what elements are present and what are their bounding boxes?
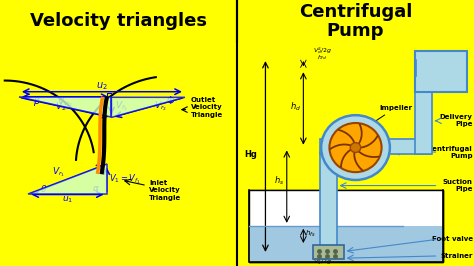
Text: $V_2$: $V_2$ [55, 101, 66, 113]
Text: $\alpha$: $\alpha$ [92, 184, 100, 193]
Text: Outlet
Velocity
Triangle: Outlet Velocity Triangle [191, 97, 223, 118]
Text: Foot valve: Foot valve [432, 236, 473, 242]
Text: $h_{fs}$: $h_{fs}$ [304, 229, 315, 239]
Circle shape [321, 115, 390, 180]
Text: $h_{fd}$: $h_{fd}$ [317, 53, 328, 62]
FancyBboxPatch shape [389, 139, 431, 154]
Text: $u_2$: $u_2$ [96, 80, 108, 92]
Text: $\beta$: $\beta$ [33, 94, 41, 108]
Text: Velocity triangles: Velocity triangles [30, 12, 207, 30]
Text: Delivery
Tank: Delivery Tank [424, 65, 457, 78]
Text: $u_1$: $u_1$ [62, 194, 73, 205]
Text: Suction
Pipe: Suction Pipe [443, 179, 473, 192]
FancyBboxPatch shape [249, 226, 443, 261]
Text: Hg: Hg [244, 149, 257, 159]
Polygon shape [111, 97, 185, 117]
FancyBboxPatch shape [415, 60, 416, 76]
Circle shape [329, 123, 382, 172]
Text: $h_s$: $h_s$ [274, 174, 284, 187]
FancyBboxPatch shape [249, 190, 443, 261]
Text: $V_{w_2}$: $V_{w_2}$ [57, 95, 73, 109]
Text: $V_{f_2}$: $V_{f_2}$ [115, 99, 128, 113]
Text: Centrifugal
Pump: Centrifugal Pump [428, 146, 473, 159]
Text: $\theta$: $\theta$ [40, 183, 47, 194]
FancyBboxPatch shape [249, 190, 443, 261]
Text: Inlet
Velocity
Triangle: Inlet Velocity Triangle [149, 180, 182, 201]
Text: $V_d^2/2g$: $V_d^2/2g$ [313, 45, 332, 56]
FancyBboxPatch shape [313, 245, 344, 259]
Text: $V_{r_2}$: $V_{r_2}$ [154, 99, 167, 113]
FancyBboxPatch shape [320, 139, 322, 154]
FancyBboxPatch shape [415, 58, 432, 154]
Text: Delivery
Pipe: Delivery Pipe [440, 114, 473, 127]
FancyBboxPatch shape [320, 152, 337, 246]
Text: $h_d$: $h_d$ [290, 101, 301, 113]
FancyBboxPatch shape [415, 52, 467, 92]
Text: $V_s^2/2g$: $V_s^2/2g$ [313, 256, 332, 266]
Text: $\Phi$: $\Phi$ [166, 94, 175, 106]
Polygon shape [28, 164, 107, 194]
Text: $V_{r_1}$: $V_{r_1}$ [52, 165, 65, 179]
Circle shape [350, 143, 361, 152]
Polygon shape [19, 97, 111, 117]
Text: Strainer: Strainer [440, 253, 473, 259]
Text: $V_1 = V_{f_1}$: $V_1 = V_{f_1}$ [109, 172, 141, 186]
Text: Impeller: Impeller [366, 105, 412, 128]
Text: Centrifugal
Pump: Centrifugal Pump [299, 3, 412, 40]
